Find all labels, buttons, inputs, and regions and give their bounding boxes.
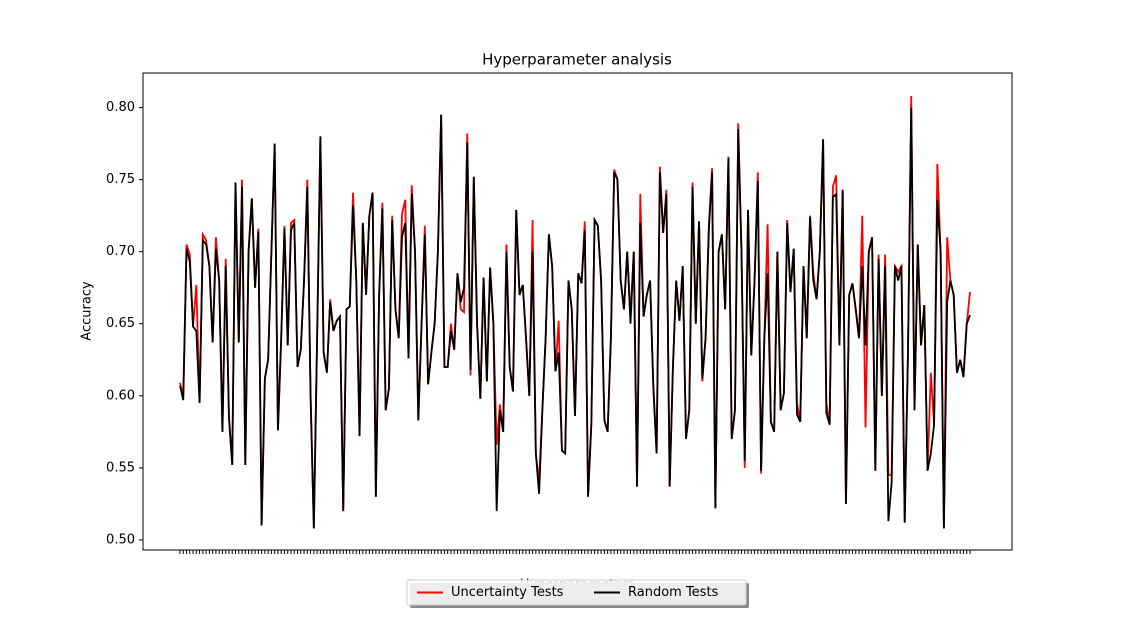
y-tick-label: 0.75 <box>106 172 135 187</box>
legend-box <box>406 579 747 606</box>
legend-label: Random Tests <box>628 585 719 600</box>
plot-frame <box>142 72 1013 551</box>
plot-area <box>179 96 971 529</box>
series-line <box>179 107 971 529</box>
y-tick-label: 0.65 <box>106 316 135 331</box>
y-tick-label: 0.50 <box>106 532 135 547</box>
y-tick-label: 0.70 <box>106 244 135 259</box>
legend-label: Uncertainty Tests <box>451 585 564 600</box>
y-axis-label: Accuracy <box>80 281 95 341</box>
y-tick-label: 0.80 <box>106 100 135 115</box>
series-line <box>179 96 971 529</box>
legend: Uncertainty Tests Random Tests <box>406 579 749 608</box>
y-tick-label: 0.60 <box>106 388 135 403</box>
y-tick-label: 0.55 <box>106 460 135 475</box>
chart-title: Hyperparameter analysis <box>482 51 672 69</box>
